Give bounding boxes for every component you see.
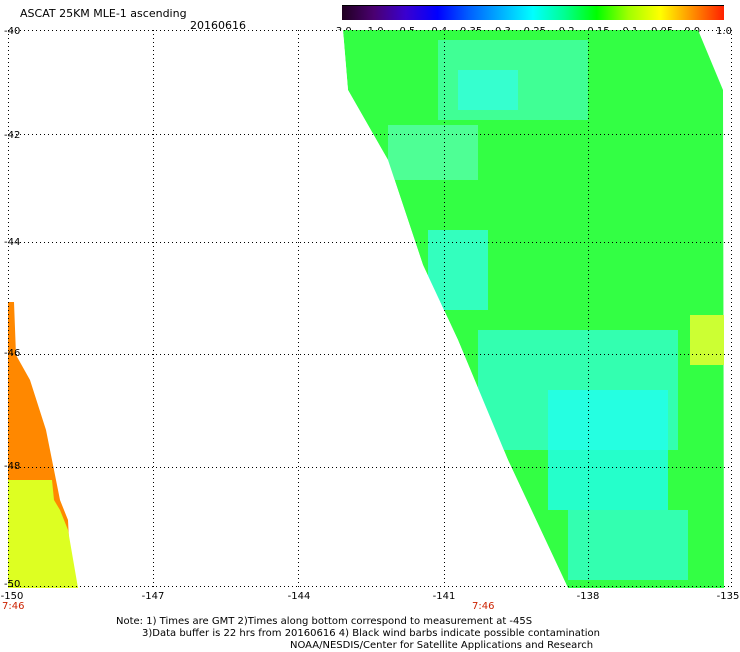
colorbar-label: 1.0 [716, 26, 732, 37]
map-date: 20160616 [190, 19, 246, 32]
swath-west-patch [8, 480, 78, 588]
lon-label-150: -150 [0, 591, 24, 602]
lat-label-42: -42 [4, 130, 21, 141]
swath-mask [8, 30, 568, 588]
lat-label-48: -48 [4, 461, 21, 472]
lat-label-46: -46 [4, 348, 21, 359]
swath-patch [388, 125, 478, 180]
swath-patch [548, 390, 668, 510]
swath-patch [568, 510, 688, 580]
map-plot [8, 30, 732, 588]
lat-label-50: -50 [4, 579, 21, 590]
swath-patch [428, 230, 488, 310]
note-line-1: Note: 1) Times are GMT 2)Times along bot… [116, 616, 533, 627]
note-line-3: NOAA/NESDIS/Center for Satellite Applica… [290, 640, 594, 651]
lat-label-44: -44 [4, 237, 21, 248]
lon-label-141: -141 [432, 591, 456, 602]
map-title: ASCAT 25KM MLE-1 ascending [20, 7, 187, 20]
lon-label-135: -135 [716, 591, 740, 602]
time-label-left: 7:46 [2, 601, 25, 612]
colorbar [342, 5, 724, 20]
lon-label-138: -138 [576, 591, 600, 602]
swath-patch [690, 315, 724, 365]
lon-label-147: -147 [141, 591, 165, 602]
time-label-center: 7:46 [472, 601, 495, 612]
lat-label-40: -40 [4, 26, 21, 37]
swath-patch [458, 70, 518, 110]
lon-label-144: -144 [287, 591, 311, 602]
note-line-2: 3)Data buffer is 22 hrs from 20160616 4)… [142, 628, 600, 639]
